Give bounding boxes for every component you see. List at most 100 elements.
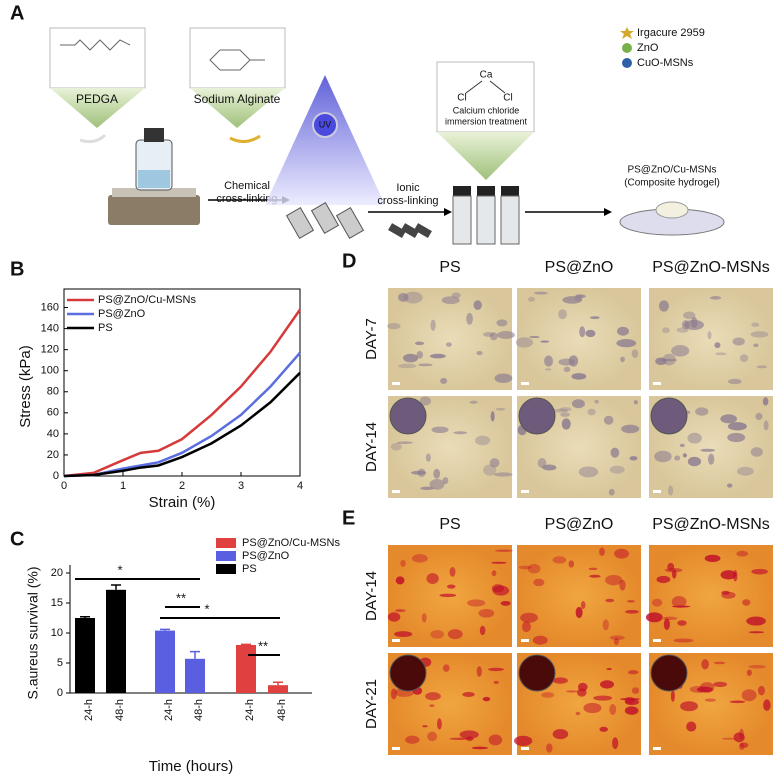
- stain: [742, 599, 751, 606]
- stain: [701, 659, 709, 670]
- stain: [495, 407, 506, 411]
- y-tick-label: 10: [51, 627, 63, 639]
- stain: [695, 407, 709, 416]
- x-axis-label: Time (hours): [149, 758, 233, 775]
- stain: [515, 337, 534, 348]
- x-tick-label: 48-h: [114, 699, 126, 721]
- stain: [483, 332, 495, 337]
- y-tick-label: 140: [41, 322, 59, 334]
- stain: [589, 316, 600, 320]
- vial-cap: [453, 186, 471, 196]
- stain: [751, 568, 768, 575]
- stain: [494, 373, 513, 384]
- label: cross-linking: [216, 193, 277, 205]
- stain: [733, 732, 745, 743]
- stain: [575, 606, 583, 619]
- scale-bar: [392, 639, 400, 642]
- stain: [631, 349, 639, 358]
- row-label: DAY-14: [363, 571, 380, 621]
- stain: [707, 453, 715, 465]
- stain: [619, 579, 626, 591]
- funnel: [50, 88, 145, 128]
- stain: [544, 368, 552, 371]
- x-tick-label: 3: [238, 480, 244, 492]
- stain: [411, 470, 427, 475]
- stain: [700, 448, 716, 452]
- stain: [544, 355, 553, 367]
- stain: [446, 584, 456, 589]
- micrograph: [517, 545, 641, 647]
- stain: [726, 483, 733, 488]
- stain: [751, 322, 760, 327]
- significance-mark: **: [176, 590, 186, 605]
- stain: [594, 399, 599, 404]
- vial-small: [401, 223, 419, 238]
- row-label: DAY-7: [363, 318, 380, 360]
- stain: [575, 711, 581, 716]
- legend-label: PS: [242, 563, 257, 575]
- label: Cl: [503, 93, 512, 104]
- stain: [540, 340, 550, 343]
- stain: [756, 365, 768, 369]
- stain: [453, 431, 468, 435]
- column-label: PS@ZnO-MSNs: [652, 259, 770, 276]
- stain: [467, 599, 486, 607]
- label: Calcium chloride: [453, 105, 520, 115]
- uv-lamp: [312, 112, 338, 138]
- stain: [578, 466, 599, 478]
- stain: [395, 576, 405, 585]
- stain: [466, 736, 474, 741]
- stain: [739, 728, 744, 740]
- x-tick-label: 4: [297, 480, 303, 492]
- y-axis-label: Stress (kPa): [17, 345, 34, 428]
- stain: [757, 685, 765, 696]
- stain: [599, 547, 605, 556]
- stain: [727, 432, 746, 443]
- label: Chemical: [224, 180, 270, 192]
- box-label: Sodium Alginate: [194, 92, 281, 106]
- bar: [236, 645, 256, 693]
- stain: [414, 341, 425, 346]
- stain: [589, 574, 601, 578]
- stain: [527, 563, 541, 574]
- column-label: PS@ZnO-MSNs: [652, 516, 770, 533]
- stain: [479, 625, 486, 636]
- scale-bar: [653, 382, 661, 385]
- stain: [437, 718, 442, 730]
- y-tick-label: 5: [57, 657, 63, 669]
- significance-mark: *: [117, 562, 122, 577]
- scale-bar: [521, 639, 529, 642]
- stain: [593, 695, 613, 701]
- stain: [620, 356, 626, 363]
- stain: [449, 737, 469, 741]
- stain: [496, 319, 508, 327]
- stain: [612, 737, 619, 750]
- arrow-head: [444, 208, 452, 216]
- label: UV: [319, 119, 332, 129]
- vial: [335, 207, 365, 239]
- stain: [466, 312, 473, 325]
- scale-bar: [392, 382, 400, 385]
- stain: [588, 567, 598, 571]
- x-tick-label: 24-h: [83, 699, 95, 721]
- stain: [679, 443, 685, 448]
- stain: [571, 373, 587, 380]
- stain: [518, 565, 532, 570]
- well-inset: [518, 654, 556, 692]
- stain: [521, 621, 531, 633]
- stain: [552, 556, 567, 564]
- stain: [753, 343, 759, 348]
- stain: [704, 698, 717, 702]
- stain: [721, 737, 736, 740]
- legend-swatch: [216, 538, 236, 548]
- stain: [599, 726, 608, 732]
- stain: [748, 631, 764, 634]
- stain: [527, 296, 535, 302]
- stain: [610, 447, 620, 458]
- line: [63, 371, 301, 478]
- stain: [488, 667, 504, 672]
- y-axis-label: S.aureus survival (%): [25, 566, 41, 699]
- bar: [155, 630, 175, 693]
- stain: [651, 598, 663, 607]
